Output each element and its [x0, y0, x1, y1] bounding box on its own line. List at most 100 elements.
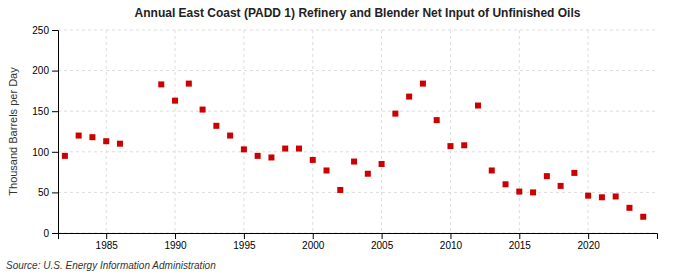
- grid-line: [58, 111, 657, 112]
- y-axis-label: Thousand Barrels per Day: [7, 67, 19, 196]
- point: [310, 157, 316, 163]
- grid-line: [450, 30, 451, 233]
- point: [324, 167, 330, 173]
- grid-line: [381, 30, 382, 233]
- point: [571, 170, 577, 176]
- point: [434, 117, 440, 123]
- point: [337, 187, 343, 193]
- tick-label: 200: [32, 65, 49, 76]
- tick: 150: [32, 106, 58, 117]
- point: [76, 133, 82, 139]
- point: [392, 111, 398, 117]
- point: [626, 205, 632, 211]
- point: [62, 153, 68, 159]
- tick: 200: [32, 65, 58, 76]
- grid-line: [106, 30, 107, 233]
- tick: 100: [32, 147, 58, 158]
- tick-mark: [52, 233, 58, 234]
- grid-line: [312, 30, 313, 233]
- x-axis: 1985 1990 1995 2000 2005 2010 2015 2020: [59, 233, 658, 251]
- point: [282, 146, 288, 152]
- tick-label: 2000: [302, 240, 325, 251]
- tick-mark: [52, 192, 58, 193]
- tick-label: 1990: [164, 240, 187, 251]
- point: [585, 193, 591, 199]
- tick-mark: [382, 233, 383, 239]
- tick-label: 250: [32, 25, 49, 36]
- point: [475, 103, 481, 109]
- point: [241, 146, 247, 152]
- point: [544, 173, 550, 179]
- title: Annual East Coast (PADD 1) Refinery and …: [135, 6, 581, 20]
- tick-label: 2005: [371, 240, 394, 251]
- grid: [58, 30, 657, 233]
- tick-label: 2015: [509, 240, 532, 251]
- tick-mark: [450, 233, 451, 239]
- plot: 1985 1990 1995 2000 2005 2010 2015 2020 0 50 100 15…: [32, 25, 657, 251]
- grid-line: [588, 30, 589, 233]
- point: [599, 194, 605, 200]
- point: [103, 138, 109, 144]
- point: [227, 133, 233, 139]
- tick-mark: [106, 233, 107, 239]
- tick-mark: [175, 233, 176, 239]
- tick-mark: [52, 71, 58, 72]
- tick: 1990: [164, 233, 187, 251]
- point: [503, 181, 509, 187]
- point: [516, 189, 522, 195]
- tick: 50: [38, 187, 58, 198]
- tick-mark: [588, 233, 589, 239]
- y-axis: 0 50 100 150 200 250: [32, 25, 58, 239]
- axis-line: [52, 31, 59, 234]
- tick: 2000: [302, 233, 325, 251]
- tick-label: 0: [43, 228, 49, 239]
- point: [558, 183, 564, 189]
- point: [406, 94, 412, 100]
- point: [89, 134, 95, 140]
- tick: 2020: [578, 233, 601, 251]
- grid-line: [58, 30, 657, 31]
- tick-label: 2010: [440, 240, 463, 251]
- point: [186, 81, 192, 87]
- annotation: Source: U.S. Energy Information Administ…: [6, 260, 216, 271]
- point: [351, 159, 357, 165]
- tick-label: 1985: [96, 240, 119, 251]
- point: [255, 153, 261, 159]
- tick-mark: [244, 233, 245, 239]
- tick: 1995: [233, 233, 256, 251]
- point: [447, 143, 453, 149]
- tick-label: 2020: [578, 240, 601, 251]
- grid-line: [58, 151, 657, 152]
- point: [461, 142, 467, 148]
- point: [172, 98, 178, 104]
- point: [420, 81, 426, 87]
- tick: 1985: [96, 233, 119, 251]
- point: [200, 107, 206, 113]
- tick: 0: [43, 228, 58, 239]
- tick-label: 150: [32, 106, 49, 117]
- point: [613, 193, 619, 199]
- point: [117, 141, 123, 147]
- tick: 2005: [371, 233, 394, 251]
- point: [489, 167, 495, 173]
- point: [379, 161, 385, 167]
- tick-label: 1995: [233, 240, 256, 251]
- grid-line: [58, 70, 657, 71]
- grid-line: [519, 30, 520, 233]
- point: [365, 171, 371, 177]
- point: [296, 146, 302, 152]
- point: [158, 81, 164, 87]
- tick-label: 100: [32, 147, 49, 158]
- point: [213, 123, 219, 129]
- points: [62, 81, 646, 220]
- point: [268, 154, 274, 160]
- tick-label: 50: [38, 187, 50, 198]
- axis-line: [59, 234, 658, 240]
- tick: 2010: [440, 233, 463, 251]
- tick-mark: [313, 233, 314, 239]
- grid-line: [175, 30, 176, 233]
- point: [530, 189, 536, 195]
- tick: 2015: [509, 233, 532, 251]
- tick: 250: [32, 25, 58, 36]
- tick-mark: [52, 30, 58, 31]
